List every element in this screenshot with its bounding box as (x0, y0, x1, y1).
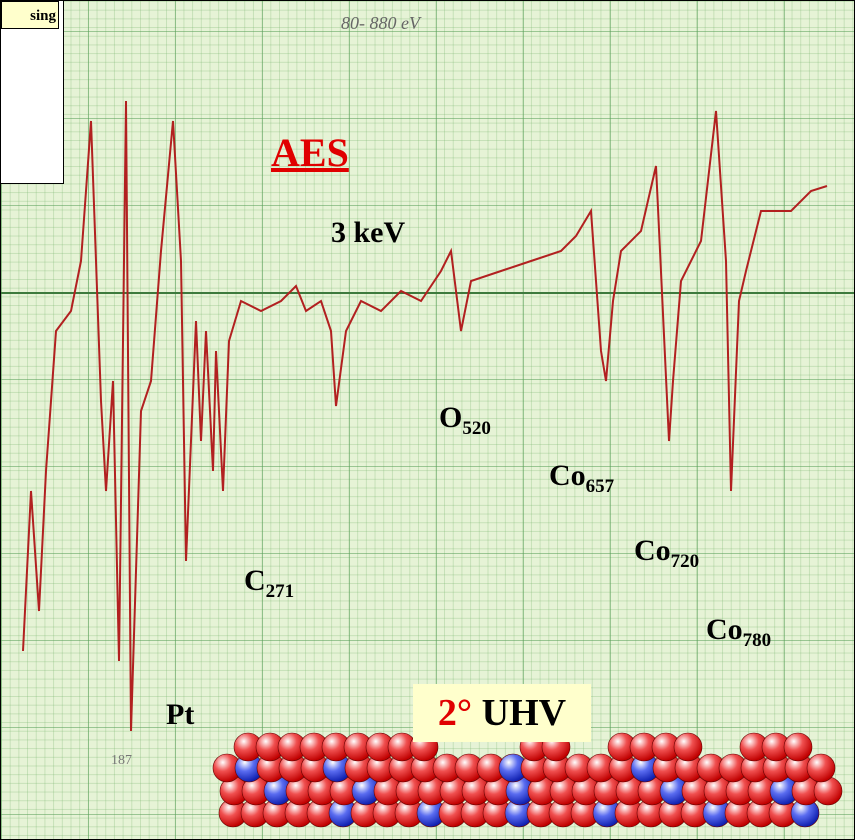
peak-energy: 780 (742, 630, 772, 651)
handwritten-mark: 187 (111, 753, 132, 768)
peak-symbol: C (244, 564, 266, 597)
corner-label: sing (1, 1, 59, 29)
pt-label: Pt (166, 698, 195, 731)
condition-prefix: 2° (437, 692, 473, 734)
peak-label: O520 (439, 401, 491, 440)
atom (806, 753, 836, 783)
atom (673, 732, 703, 762)
peak-symbol: Co (634, 534, 671, 567)
peak-label: Co657 (549, 459, 614, 498)
title: AES (271, 130, 349, 175)
peak-symbol: O (439, 401, 463, 434)
peak-energy: 520 (462, 418, 491, 439)
peak-symbol: Co (549, 459, 586, 492)
peak-energy: 657 (585, 476, 615, 497)
atom (783, 732, 813, 762)
beam-energy: 3 keV (331, 216, 406, 249)
peak-energy: 720 (670, 551, 700, 572)
condition-box: 2° UHV (413, 684, 591, 742)
condition-text: UHV (481, 692, 567, 734)
aes-curve (22, 100, 828, 732)
inset-box: sing (1, 1, 64, 184)
peak-energy: 271 (265, 581, 295, 602)
peak-label: Co720 (634, 534, 699, 573)
peak-label: Co780 (706, 613, 771, 652)
surface-atoms (212, 732, 843, 828)
peak-label: C271 (244, 564, 294, 603)
handwritten-range: 80- 880 eV (341, 13, 420, 33)
peak-symbol: Co (706, 613, 743, 646)
